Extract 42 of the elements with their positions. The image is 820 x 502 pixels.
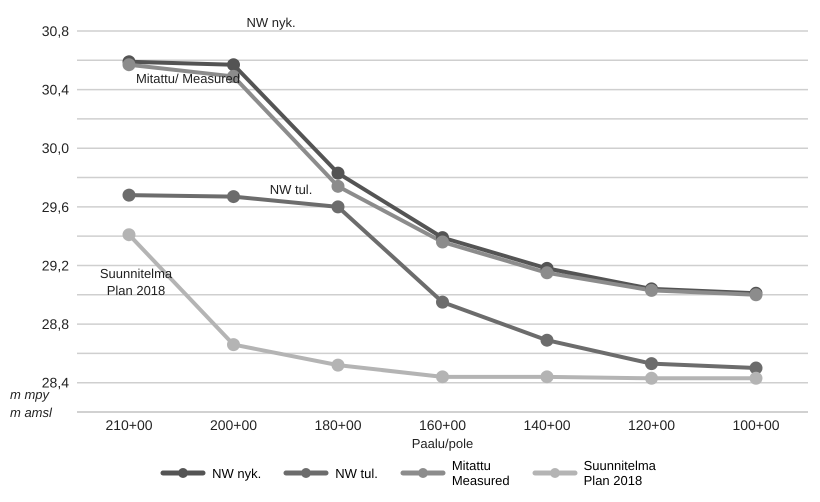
point — [645, 357, 658, 370]
point — [645, 372, 658, 385]
point — [540, 370, 554, 384]
point — [227, 190, 240, 204]
point — [227, 58, 240, 72]
text: NW nyk. — [246, 15, 296, 30]
point — [122, 188, 136, 202]
point — [436, 296, 449, 309]
y-tick-label: 29,6 — [42, 198, 70, 215]
x-tick-label: 100+00 — [732, 416, 780, 433]
point — [750, 362, 762, 375]
annotation: Mitattu/ Measured — [136, 71, 240, 86]
point — [122, 58, 136, 72]
point — [436, 236, 449, 249]
point — [540, 334, 554, 347]
point — [332, 200, 344, 214]
point — [332, 166, 344, 180]
point — [750, 372, 762, 385]
x-tick-label: 210+00 — [105, 416, 153, 433]
y-tick-label: 30,4 — [42, 82, 70, 98]
annotation: Suunnitelma Plan 2018 — [100, 266, 173, 298]
point — [540, 266, 554, 280]
annotation: NW tul. — [270, 182, 312, 197]
y-tick-label: 28,8 — [42, 316, 70, 332]
legend-label: Mitattu Measured — [452, 458, 510, 488]
legend-label: NW tul. — [335, 466, 378, 480]
x-tick-label: 180+00 — [314, 416, 362, 433]
point — [332, 180, 344, 193]
x-tick-label: 200+00 — [210, 416, 258, 433]
y-tick-label: 30,8 — [42, 22, 70, 39]
y-tick-label: 29,2 — [42, 257, 70, 274]
x-axis-title: Paalu/pole — [412, 436, 474, 451]
x-tick-label: 160+00 — [418, 416, 466, 433]
legend-label: NW nyk. — [212, 466, 262, 480]
legend-label: Suunnitelma Plan 2018 — [584, 458, 656, 488]
y-tick-label: 30,0 — [42, 140, 70, 156]
point — [332, 358, 344, 372]
point — [436, 370, 449, 384]
point — [122, 228, 136, 242]
x-tick-label: 120+00 — [628, 416, 676, 433]
point — [227, 338, 240, 352]
x-tick-label: 140+00 — [523, 416, 571, 433]
